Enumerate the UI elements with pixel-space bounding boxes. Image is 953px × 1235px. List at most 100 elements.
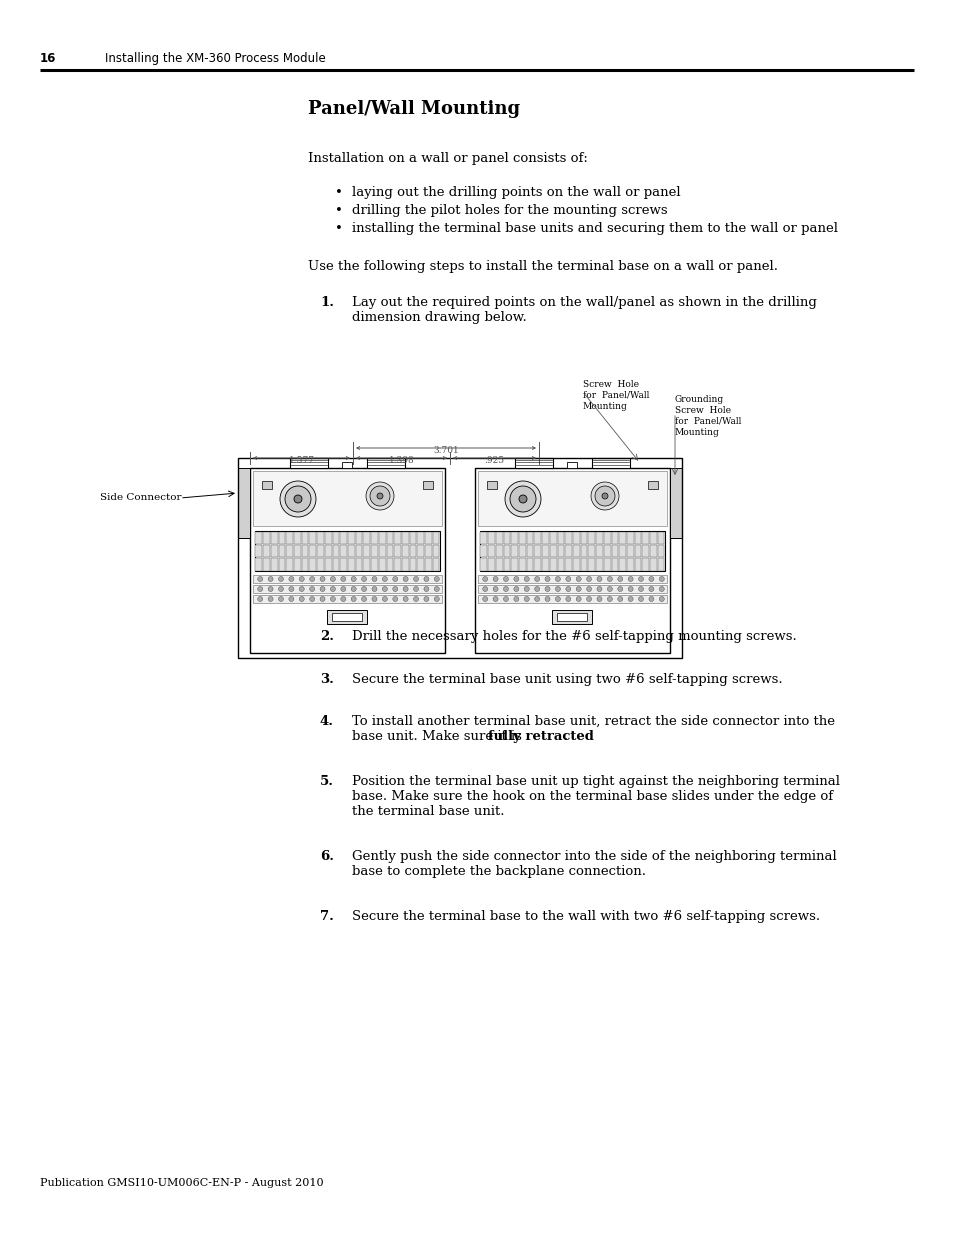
- Bar: [253, 576, 441, 583]
- Bar: [355, 558, 362, 571]
- Circle shape: [289, 587, 294, 592]
- Bar: [416, 531, 424, 543]
- Bar: [237, 458, 681, 658]
- Circle shape: [372, 587, 376, 592]
- Bar: [278, 531, 285, 543]
- Circle shape: [648, 587, 653, 592]
- Bar: [348, 531, 355, 543]
- Bar: [603, 531, 610, 543]
- Circle shape: [659, 597, 663, 601]
- Text: 3.: 3.: [319, 673, 334, 685]
- Circle shape: [257, 587, 262, 592]
- Bar: [603, 545, 610, 557]
- Text: Side Connector: Side Connector: [100, 494, 181, 503]
- Circle shape: [423, 577, 429, 582]
- Circle shape: [299, 587, 304, 592]
- Bar: [480, 558, 487, 571]
- Bar: [290, 458, 328, 468]
- Bar: [401, 531, 408, 543]
- Circle shape: [361, 597, 366, 601]
- Bar: [515, 458, 553, 468]
- Text: 7.: 7.: [319, 910, 334, 923]
- Bar: [541, 531, 548, 543]
- Circle shape: [268, 597, 273, 601]
- Bar: [603, 558, 610, 571]
- Bar: [503, 545, 510, 557]
- Bar: [425, 545, 432, 557]
- Circle shape: [659, 577, 663, 582]
- Circle shape: [514, 577, 518, 582]
- Bar: [596, 558, 602, 571]
- Circle shape: [493, 577, 497, 582]
- Bar: [557, 613, 586, 621]
- Bar: [255, 558, 262, 571]
- Bar: [596, 531, 602, 543]
- Bar: [301, 531, 308, 543]
- Bar: [588, 558, 595, 571]
- Bar: [480, 545, 487, 557]
- Bar: [271, 545, 277, 557]
- Circle shape: [482, 577, 487, 582]
- Text: base to complete the backplane connection.: base to complete the backplane connectio…: [352, 864, 645, 878]
- Circle shape: [423, 587, 429, 592]
- Bar: [634, 558, 640, 571]
- Bar: [641, 558, 648, 571]
- Bar: [363, 545, 370, 557]
- Bar: [580, 558, 587, 571]
- Text: Screw  Hole: Screw Hole: [582, 380, 639, 389]
- Text: 1.: 1.: [319, 296, 334, 309]
- Bar: [526, 531, 533, 543]
- Text: 5.: 5.: [319, 776, 334, 788]
- Bar: [573, 545, 579, 557]
- Bar: [355, 531, 362, 543]
- Bar: [634, 545, 640, 557]
- Bar: [565, 558, 572, 571]
- Circle shape: [294, 495, 302, 503]
- Bar: [401, 558, 408, 571]
- Bar: [534, 531, 540, 543]
- Circle shape: [370, 487, 390, 506]
- Bar: [541, 558, 548, 571]
- Bar: [433, 545, 439, 557]
- Circle shape: [638, 587, 643, 592]
- Bar: [573, 558, 579, 571]
- Bar: [488, 531, 495, 543]
- Circle shape: [393, 587, 397, 592]
- Bar: [425, 531, 432, 543]
- Bar: [480, 531, 487, 543]
- Bar: [386, 558, 393, 571]
- Bar: [371, 558, 377, 571]
- Bar: [263, 558, 270, 571]
- Circle shape: [618, 597, 622, 601]
- Bar: [626, 545, 633, 557]
- Bar: [309, 531, 315, 543]
- Circle shape: [555, 577, 559, 582]
- Bar: [286, 531, 293, 543]
- Bar: [363, 531, 370, 543]
- Circle shape: [503, 597, 508, 601]
- Circle shape: [285, 487, 311, 513]
- Bar: [566, 462, 577, 468]
- Text: 1.398: 1.398: [388, 456, 414, 466]
- Bar: [333, 531, 339, 543]
- Circle shape: [299, 597, 304, 601]
- Bar: [557, 531, 564, 543]
- Bar: [409, 531, 416, 543]
- Bar: [425, 558, 432, 571]
- Bar: [401, 545, 408, 557]
- Bar: [301, 558, 308, 571]
- Bar: [363, 558, 370, 571]
- Text: base. Make sure the hook on the terminal base slides under the edge of: base. Make sure the hook on the terminal…: [352, 790, 832, 803]
- Bar: [348, 558, 355, 571]
- Bar: [488, 558, 495, 571]
- Circle shape: [565, 587, 570, 592]
- Bar: [253, 585, 441, 593]
- Circle shape: [493, 597, 497, 601]
- Circle shape: [413, 577, 418, 582]
- Bar: [658, 531, 664, 543]
- Text: installing the terminal base units and securing them to the wall or panel: installing the terminal base units and s…: [352, 222, 837, 235]
- Bar: [496, 531, 502, 543]
- Bar: [422, 480, 433, 489]
- Circle shape: [366, 482, 394, 510]
- Circle shape: [504, 480, 540, 517]
